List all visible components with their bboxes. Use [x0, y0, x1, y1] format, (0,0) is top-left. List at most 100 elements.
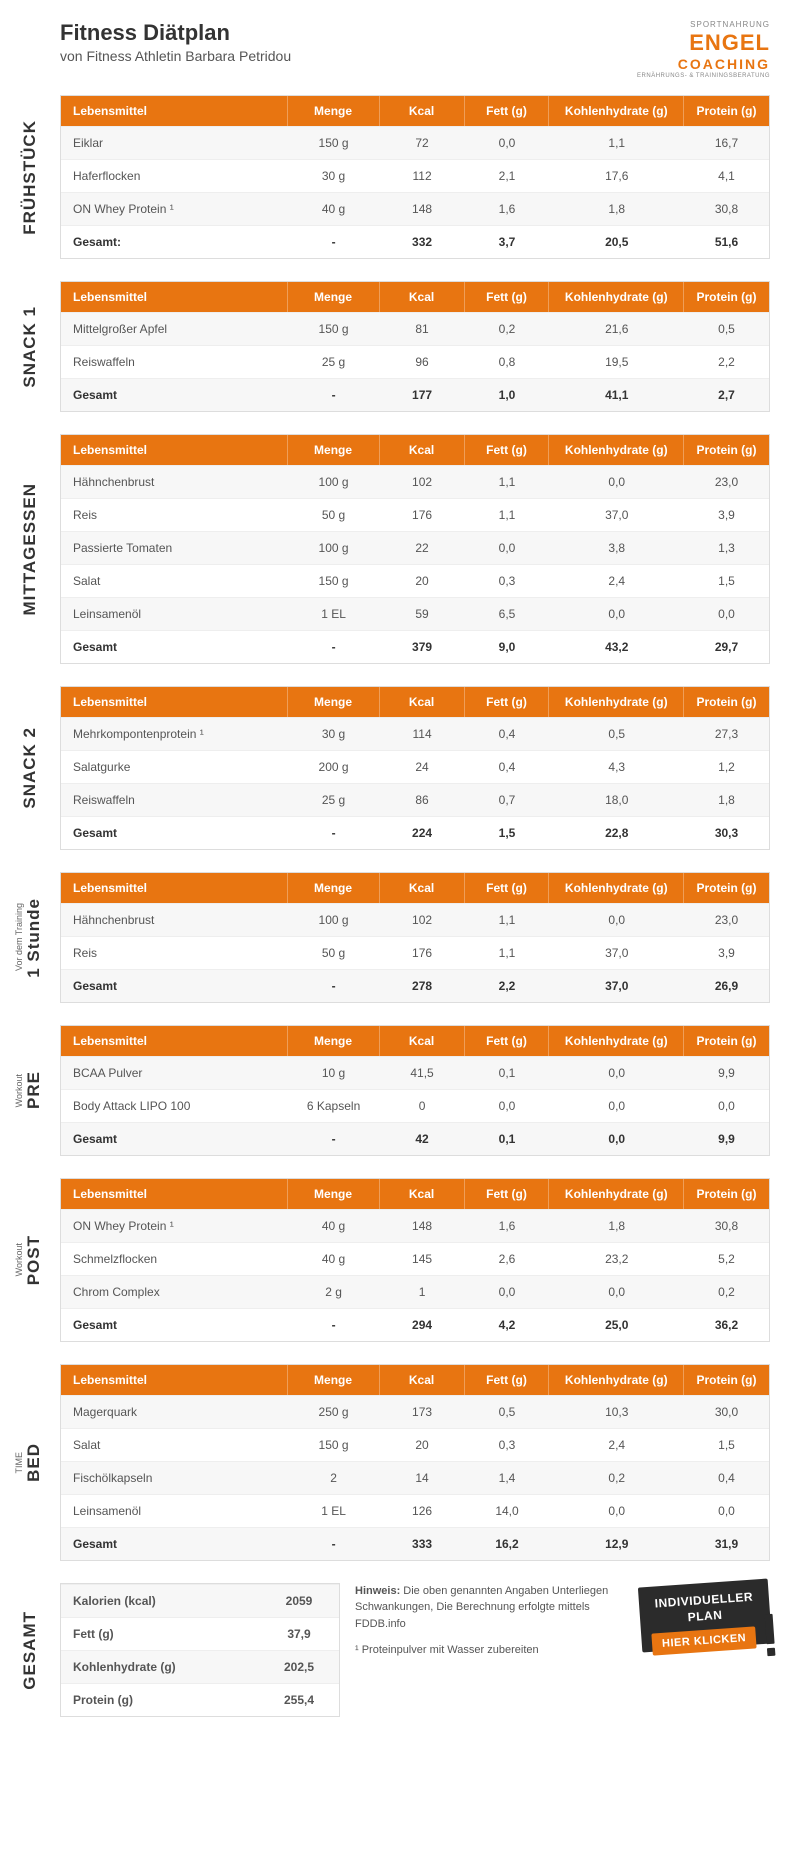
- title-block: Fitness Diätplan von Fitness Athletin Ba…: [60, 20, 291, 64]
- total-cell: Gesamt: [61, 1122, 288, 1155]
- cell: 102: [380, 465, 465, 498]
- summary-row: Protein (g)255,4: [61, 1683, 339, 1716]
- cell: 40 g: [288, 1209, 380, 1242]
- total-cell: Gesamt: [61, 1527, 288, 1560]
- col-header: Kcal: [380, 1365, 465, 1395]
- cell: 0,4: [684, 1461, 769, 1494]
- cell: 0,0: [465, 531, 550, 564]
- cell: Mehrkompontenprotein ¹: [61, 717, 288, 750]
- total-cell: Gesamt: [61, 969, 288, 1002]
- cell: Leinsamenöl: [61, 597, 288, 630]
- cell: 2 g: [288, 1275, 380, 1308]
- meal-section: SNACK 1LebensmittelMengeKcalFett (g)Kohl…: [60, 281, 770, 412]
- cell: Magerquark: [61, 1395, 288, 1428]
- col-header: Fett (g): [465, 1026, 550, 1056]
- cell: 1,8: [549, 192, 684, 225]
- total-cell: 29,7: [684, 630, 769, 663]
- meal-section: FRÜHSTÜCKLebensmittelMengeKcalFett (g)Ko…: [60, 95, 770, 259]
- section-sublabel: TIME: [14, 1452, 24, 1474]
- col-header: Fett (g): [465, 435, 550, 465]
- col-header: Protein (g): [684, 1026, 769, 1056]
- meal-table: LebensmittelMengeKcalFett (g)Kohlenhydra…: [60, 281, 770, 412]
- total-cell: -: [288, 969, 380, 1002]
- total-cell: 294: [380, 1308, 465, 1341]
- meal-table: LebensmittelMengeKcalFett (g)Kohlenhydra…: [60, 686, 770, 850]
- col-header: Kcal: [380, 96, 465, 126]
- cell: 1,1: [465, 465, 550, 498]
- cell: 112: [380, 159, 465, 192]
- col-header: Lebensmittel: [61, 435, 288, 465]
- total-cell: 0,0: [549, 1122, 684, 1155]
- summary-row: Fett (g)37,9: [61, 1617, 339, 1650]
- cell: 1 EL: [288, 597, 380, 630]
- meal-section: Vor dem Training1 StundeLebensmittelMeng…: [60, 872, 770, 1003]
- cell: 0,5: [465, 1395, 550, 1428]
- table-row: Leinsamenöl1 EL12614,00,00,0: [61, 1494, 769, 1527]
- total-cell: 2,7: [684, 378, 769, 411]
- cell: 0,0: [684, 1089, 769, 1122]
- cell: 6,5: [465, 597, 550, 630]
- cell: 4,1: [684, 159, 769, 192]
- cell: 0,4: [465, 750, 550, 783]
- table-row: Magerquark250 g1730,510,330,0: [61, 1395, 769, 1428]
- table-row: Eiklar150 g720,01,116,7: [61, 126, 769, 159]
- logo-line3: COACHING: [637, 56, 770, 73]
- total-cell: 36,2: [684, 1308, 769, 1341]
- cell: 0,0: [549, 903, 684, 936]
- cta[interactable]: INDIVIDUELLER PLAN HIER KLICKEN: [640, 1583, 770, 1658]
- col-header: Fett (g): [465, 687, 550, 717]
- meal-section: MITTAGESSENLebensmittelMengeKcalFett (g)…: [60, 434, 770, 664]
- col-header: Menge: [288, 96, 380, 126]
- page-subtitle: von Fitness Athletin Barbara Petridou: [60, 48, 291, 64]
- meal-table: LebensmittelMengeKcalFett (g)Kohlenhydra…: [60, 872, 770, 1003]
- table-row: Mittelgroßer Apfel150 g810,221,60,5: [61, 312, 769, 345]
- col-header: Kcal: [380, 1026, 465, 1056]
- logo-line4: ERNÄHRUNGS- & TRAININGSBERATUNG: [637, 73, 770, 80]
- cell: Salatgurke: [61, 750, 288, 783]
- col-header: Kcal: [380, 1179, 465, 1209]
- cell: 150 g: [288, 126, 380, 159]
- total-cell: 0,1: [465, 1122, 550, 1155]
- meal-table: LebensmittelMengeKcalFett (g)Kohlenhydra…: [60, 434, 770, 664]
- col-header: Lebensmittel: [61, 1365, 288, 1395]
- total-row: Gesamt-2241,522,830,3: [61, 816, 769, 849]
- section-main-label: POST: [24, 1235, 44, 1285]
- cell: 3,9: [684, 498, 769, 531]
- total-cell: 25,0: [549, 1308, 684, 1341]
- cell: 2: [288, 1461, 380, 1494]
- col-header: Menge: [288, 1026, 380, 1056]
- total-cell: 177: [380, 378, 465, 411]
- cell: 2,4: [549, 564, 684, 597]
- col-header: Menge: [288, 1179, 380, 1209]
- section-label: FRÜHSTÜCK: [10, 95, 50, 259]
- total-cell: 26,9: [684, 969, 769, 1002]
- summary-name: Protein (g): [61, 1683, 259, 1716]
- table-row: ON Whey Protein ¹40 g1481,61,830,8: [61, 1209, 769, 1242]
- cell: 100 g: [288, 531, 380, 564]
- logo-line2: ENGEL: [637, 30, 770, 56]
- total-cell: Gesamt: [61, 1308, 288, 1341]
- summary-value: 2059: [259, 1584, 339, 1617]
- total-cell: -: [288, 816, 380, 849]
- cell: Salat: [61, 1428, 288, 1461]
- cell: 0,3: [465, 564, 550, 597]
- cell: 1: [380, 1275, 465, 1308]
- cell: 1,6: [465, 1209, 550, 1242]
- cell: ON Whey Protein ¹: [61, 1209, 288, 1242]
- table-row: Salat150 g200,32,41,5: [61, 1428, 769, 1461]
- total-row: Gesamt-2782,237,026,9: [61, 969, 769, 1002]
- meal-section: WorkoutPRELebensmittelMengeKcalFett (g)K…: [60, 1025, 770, 1156]
- col-header: Protein (g): [684, 873, 769, 903]
- cell: 3,8: [549, 531, 684, 564]
- col-header: Kohlenhydrate (g): [549, 435, 684, 465]
- cell: Chrom Complex: [61, 1275, 288, 1308]
- cell: 102: [380, 903, 465, 936]
- cell: 126: [380, 1494, 465, 1527]
- cell: 30,0: [684, 1395, 769, 1428]
- total-cell: 9,9: [684, 1122, 769, 1155]
- cell: 148: [380, 1209, 465, 1242]
- summary-label: GESAMT: [20, 1611, 40, 1690]
- section-label: TIMEBED: [10, 1364, 50, 1561]
- cell: ON Whey Protein ¹: [61, 192, 288, 225]
- section-label: Vor dem Training1 Stunde: [10, 872, 50, 1003]
